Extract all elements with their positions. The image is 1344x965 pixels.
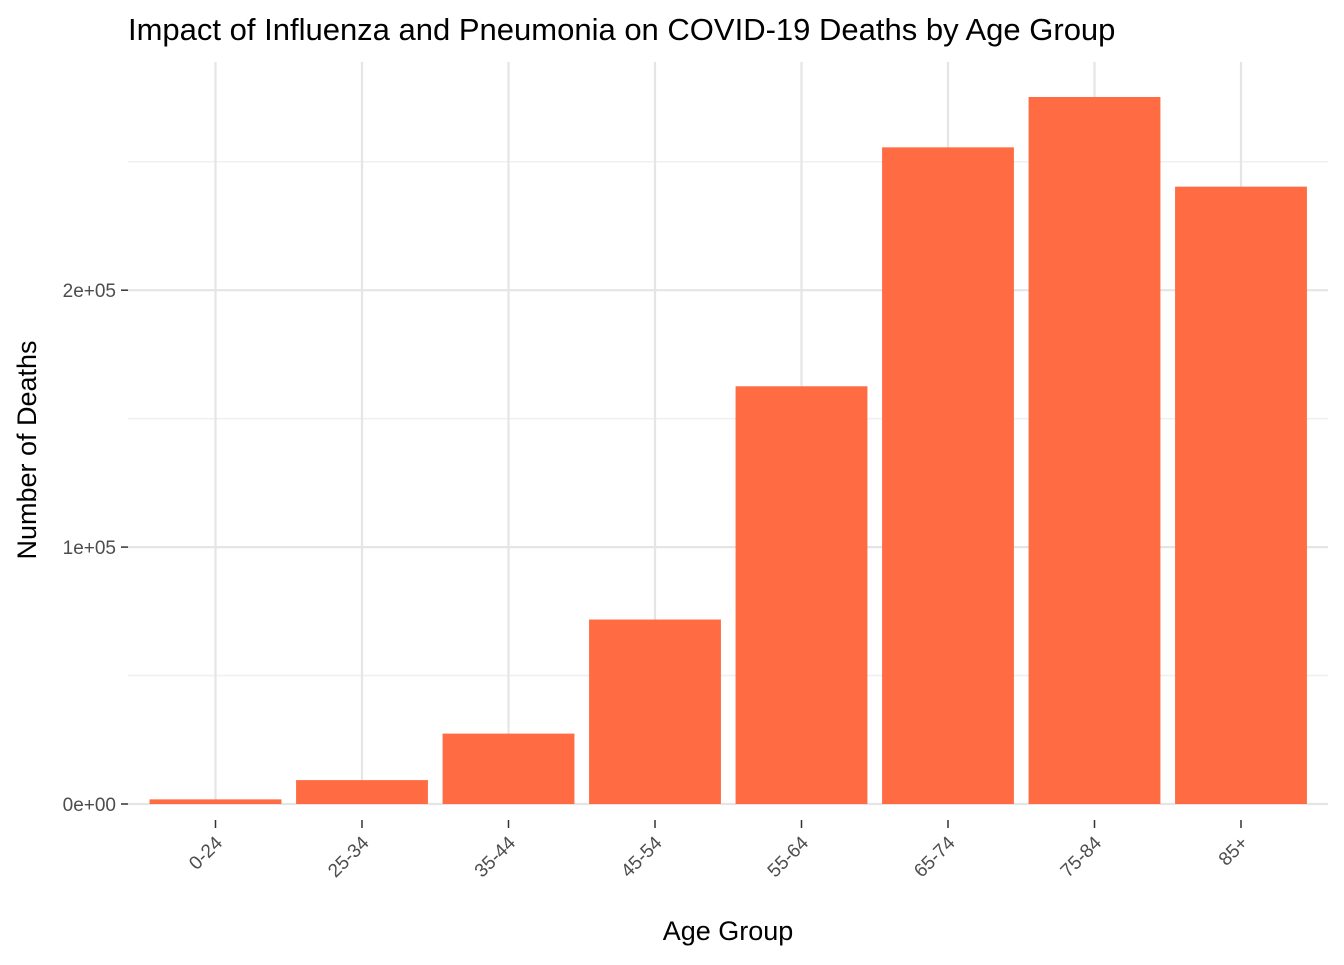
y-axis-title: Number of Deaths bbox=[12, 340, 42, 559]
bar-25-34 bbox=[296, 780, 428, 804]
bar-45-54 bbox=[589, 619, 721, 804]
x-tick-label: 25-34 bbox=[324, 832, 374, 882]
x-axis-title: Age Group bbox=[663, 916, 794, 946]
y-tick-label: 0e+00 bbox=[63, 795, 116, 816]
y-tick-label: 1e+05 bbox=[63, 538, 116, 559]
bar-75-84 bbox=[1028, 97, 1161, 804]
bars bbox=[149, 97, 1307, 804]
bar-35-44 bbox=[442, 733, 575, 804]
x-tick-label: 75-84 bbox=[1057, 832, 1107, 882]
x-tick-label: 35-44 bbox=[471, 832, 521, 882]
y-tick-label: 2e+05 bbox=[63, 281, 116, 302]
x-tick-label: 0-24 bbox=[185, 832, 227, 874]
chart-title: Impact of Influenza and Pneumonia on COV… bbox=[128, 12, 1115, 47]
x-tick-label: 65-74 bbox=[910, 832, 960, 882]
bar-65-74 bbox=[882, 147, 1014, 804]
bar-0-24 bbox=[149, 799, 282, 804]
bar-55-64 bbox=[735, 386, 868, 804]
x-tick-label: 45-54 bbox=[617, 832, 667, 882]
x-tick-label: 55-64 bbox=[764, 832, 814, 882]
x-tick-label: 85+ bbox=[1215, 833, 1253, 871]
bar-85+ bbox=[1175, 186, 1307, 804]
